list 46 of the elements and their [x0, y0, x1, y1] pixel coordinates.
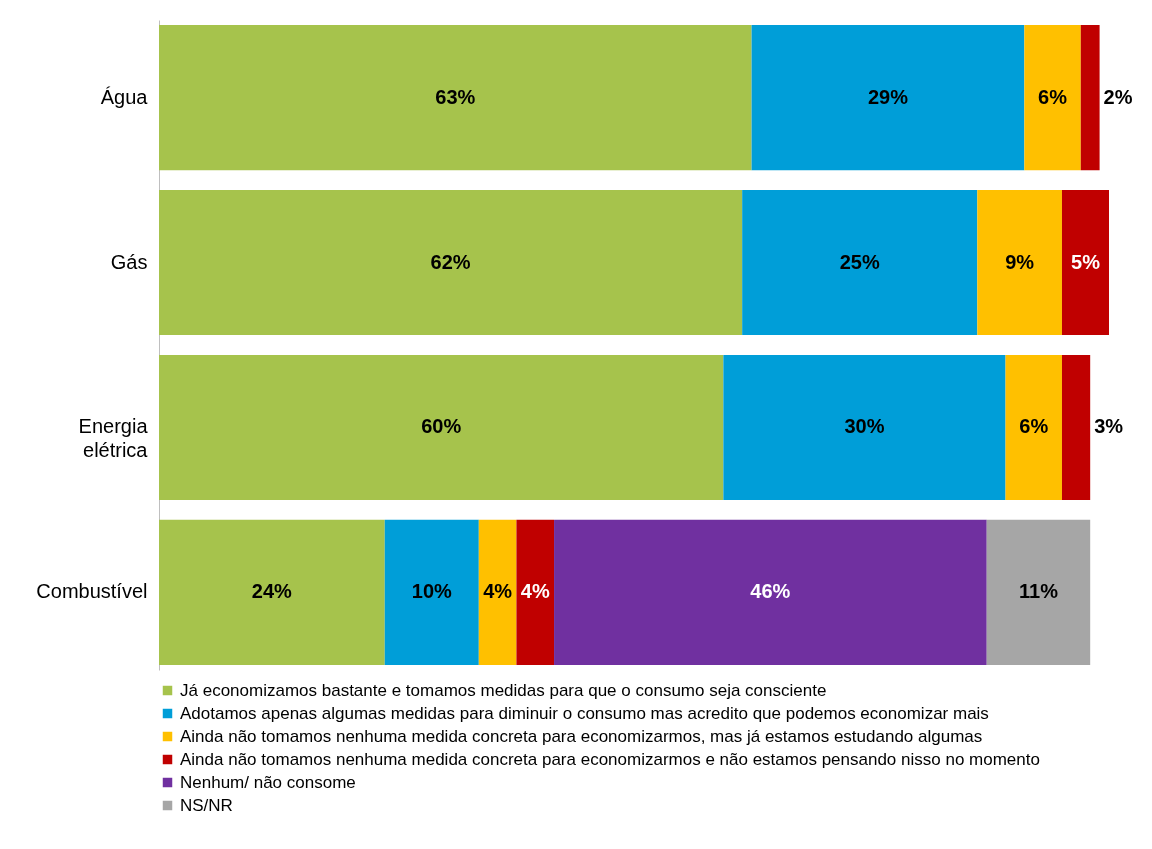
bar [977, 189, 1062, 336]
bar [159, 354, 724, 501]
data-label: 62% [430, 250, 471, 273]
bar [159, 519, 385, 666]
data-label: 63% [435, 85, 476, 108]
bar [986, 519, 1091, 666]
data-label: 10% [411, 580, 452, 603]
data-label: 2% [1103, 85, 1133, 108]
legend-label: Nenhum/ não consome [180, 772, 356, 792]
data-label: 4% [520, 580, 550, 603]
data-label: 25% [839, 250, 880, 273]
data-label: 3% [1094, 415, 1124, 438]
bar [1080, 24, 1100, 171]
legend-label: Ainda não tomamos nenhuma medida concreta para economizarmos e não estamos pensando nisso no momento [180, 749, 1040, 769]
bar [742, 189, 978, 336]
bar [1061, 354, 1091, 501]
data-label: 4% [483, 580, 513, 603]
bar [1005, 354, 1062, 501]
bar [723, 354, 1006, 501]
data-label: 24% [251, 580, 293, 603]
y-tick-label: Energia elétrica [78, 415, 149, 462]
data-label: 46% [750, 580, 791, 603]
y-tick-label: Água [100, 85, 149, 108]
y-tick-label: Gás [110, 250, 148, 273]
bar [478, 519, 517, 666]
bar [751, 24, 1025, 171]
legend-label: Já economizamos bastante e tomamos medidas para que o consumo seja consciente [180, 680, 827, 700]
legend-label: NS/NR [180, 795, 233, 815]
data-label: 5% [1071, 250, 1101, 273]
data-label: 9% [1005, 250, 1035, 273]
legend-label: Ainda não tomamos nenhuma medida concreta para economizarmos, mas já estamos estudando algumas [180, 726, 983, 746]
bar [384, 519, 479, 666]
data-label: 60% [421, 415, 462, 438]
data-label: 30% [844, 415, 885, 438]
bar [1024, 24, 1081, 171]
data-label: 11% [1018, 580, 1059, 603]
bar [1061, 189, 1109, 336]
legend-label: Adotamos apenas algumas medidas para diminuir o consumo mas acredito que podemos economizar mais [180, 703, 989, 723]
bar [516, 519, 555, 666]
data-label: 6% [1038, 85, 1068, 108]
bar [554, 519, 987, 666]
data-label: 29% [867, 85, 909, 108]
bar [159, 189, 743, 336]
data-label: 6% [1019, 415, 1049, 438]
y-tick-label: Combustível [36, 580, 148, 603]
bar [159, 24, 752, 171]
